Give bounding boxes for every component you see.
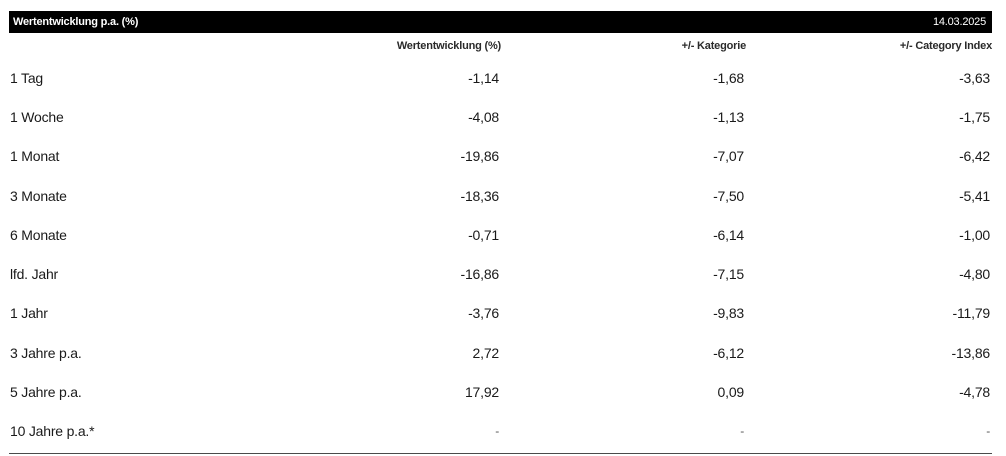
category-index-diff-value: -6,42 <box>959 148 990 165</box>
period-label: 3 Jahre p.a. <box>10 344 82 361</box>
performance-value: -16,86 <box>460 266 500 283</box>
column-header-category-index: +/- Category Index <box>899 39 992 52</box>
column-header-performance: Wertentwicklung (%) <box>396 39 501 52</box>
category-index-diff-value: -3,63 <box>959 69 990 86</box>
category-diff-value: -7,15 <box>713 266 744 283</box>
table-bottom-divider <box>9 452 992 454</box>
category-index-diff-value: -4,80 <box>959 266 990 283</box>
panel-title-bar: Wertentwicklung p.a. (%) 14.03.2025 <box>9 11 992 33</box>
category-diff-value: -6,12 <box>713 344 744 361</box>
table-row: 1 Tag -1,14 -1,68 -3,63 <box>9 58 992 97</box>
category-diff-value: -1,13 <box>713 108 744 125</box>
table-row: 3 Jahre p.a. 2,72 -6,12 -13,86 <box>9 333 992 372</box>
category-diff-value: -1,68 <box>713 69 744 86</box>
period-label: 1 Woche <box>10 108 64 125</box>
period-label: 1 Tag <box>10 69 43 86</box>
performance-value: 17,92 <box>464 384 499 401</box>
period-label: 1 Monat <box>10 148 60 165</box>
period-label: 5 Jahre p.a. <box>10 384 82 401</box>
table-row: 1 Woche -4,08 -1,13 -1,75 <box>9 97 992 136</box>
performance-value: -3,76 <box>468 305 499 322</box>
category-index-diff-value: -11,79 <box>952 305 991 322</box>
table-row: 6 Monate -0,71 -6,14 -1,00 <box>9 215 992 254</box>
category-index-diff-value: - <box>986 424 990 439</box>
column-header-period <box>9 33 249 58</box>
panel-title: Wertentwicklung p.a. (%) <box>13 16 139 28</box>
category-diff-value: - <box>740 424 744 439</box>
period-label: lfd. Jahr <box>10 266 58 283</box>
table-row: 5 Jahre p.a. 17,92 0,09 -4,78 <box>9 372 992 411</box>
table-row: 1 Jahr -3,76 -9,83 -11,79 <box>9 294 992 333</box>
performance-value: -0,71 <box>468 226 499 243</box>
period-label: 10 Jahre p.a.* <box>10 423 95 440</box>
category-diff-value: -7,50 <box>713 187 744 204</box>
category-diff-value: -7,07 <box>713 148 744 165</box>
category-index-diff-value: -1,75 <box>959 108 990 125</box>
as-of-date: 14.03.2025 <box>932 16 986 28</box>
table-row: 3 Monate -18,36 -7,50 -5,41 <box>9 176 992 215</box>
performance-value: -1,14 <box>468 69 499 86</box>
performance-panel: Wertentwicklung p.a. (%) 14.03.2025 Wert… <box>9 11 992 454</box>
period-label: 3 Monate <box>10 187 67 204</box>
table-row: lfd. Jahr -16,86 -7,15 -4,80 <box>9 254 992 293</box>
table-header-row: Wertentwicklung (%) +/- Kategorie +/- Ca… <box>9 33 992 58</box>
category-index-diff-value: -5,41 <box>959 187 990 204</box>
category-index-diff-value: -1,00 <box>959 226 990 243</box>
category-index-diff-value: -4,78 <box>959 384 990 401</box>
category-diff-value: -9,83 <box>713 305 744 322</box>
category-index-diff-value: -13,86 <box>951 344 991 361</box>
performance-value: -4,08 <box>468 108 499 125</box>
performance-table: Wertentwicklung (%) +/- Kategorie +/- Ca… <box>9 33 992 451</box>
period-label: 1 Jahr <box>10 305 48 322</box>
period-label: 6 Monate <box>10 226 67 243</box>
column-header-category: +/- Kategorie <box>681 39 747 52</box>
category-diff-value: 0,09 <box>717 384 745 401</box>
category-diff-value: -6,14 <box>713 226 744 243</box>
performance-value: -18,36 <box>460 187 500 204</box>
table-row: 1 Monat -19,86 -7,07 -6,42 <box>9 137 992 176</box>
table-row: 10 Jahre p.a.* - - - <box>9 412 992 451</box>
performance-value: - <box>495 424 499 439</box>
performance-value: 2,72 <box>472 344 500 361</box>
performance-value: -19,86 <box>460 148 500 165</box>
